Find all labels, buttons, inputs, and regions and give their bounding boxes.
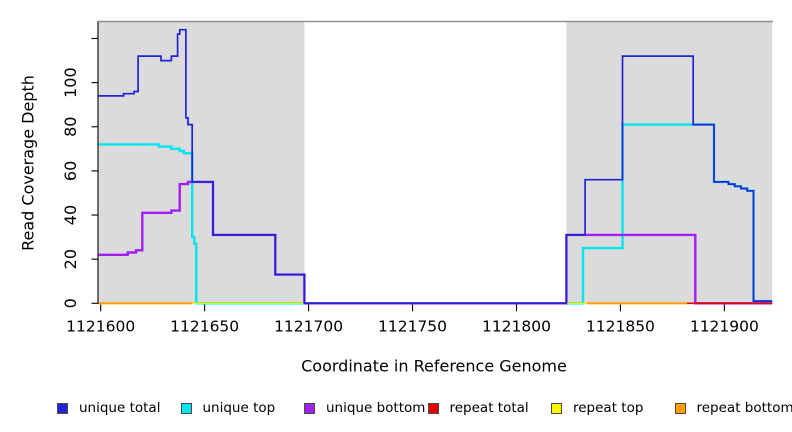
x-tick-label: 1121700 (274, 317, 343, 335)
legend-item-repeat-total: repeat total (427, 400, 552, 416)
y-tick-label: 40 (61, 205, 80, 225)
legend-item-unique-total: unique total (57, 400, 181, 416)
y-tick-label: 80 (61, 117, 80, 137)
x-tick-label: 1121850 (586, 317, 655, 335)
legend-item-unique-bottom: unique bottom (304, 400, 428, 416)
shaded-region (566, 21, 773, 304)
legend-item-unique-top: unique top (180, 400, 305, 416)
x-tick-label: 1121600 (66, 317, 135, 335)
series-unique-total (98, 28, 773, 305)
legend: unique total unique top unique bottom repea… (57, 400, 792, 416)
legend-label-repeat-top: repeat top (573, 400, 644, 416)
x-tick-label: 1121750 (378, 317, 447, 335)
y-tick-label: 0 (61, 298, 80, 308)
x-tick-label: 1121650 (170, 317, 239, 335)
y-tick-label: 60 (61, 161, 80, 181)
x-tick-label: 1121800 (482, 317, 551, 335)
x-axis-title: Coordinate in Reference Genome (301, 356, 567, 376)
legend-swatch-repeat-top (551, 402, 562, 414)
legend-item-repeat-bottom: repeat bottom (674, 400, 792, 416)
legend-swatch-unique-total (57, 402, 68, 414)
legend-swatch-repeat-total (427, 402, 439, 414)
legend-label-repeat-bottom: repeat bottom (696, 400, 792, 416)
y-tick-label: 100 (61, 67, 80, 98)
x-tick-label: 1121900 (690, 317, 759, 335)
legend-item-repeat-top: repeat top (551, 400, 675, 416)
legend-swatch-unique-bottom (304, 402, 315, 414)
legend-swatch-unique-top (180, 402, 192, 414)
legend-label-unique-bottom: unique bottom (326, 400, 426, 416)
shaded-region (98, 21, 305, 304)
legend-label-unique-top: unique top (202, 400, 276, 416)
legend-swatch-repeat-bottom (674, 402, 686, 414)
legend-label-repeat-total: repeat total (449, 400, 529, 416)
legend-label-unique-total: unique total (79, 400, 161, 416)
y-axis-title: Read Coverage Depth (18, 75, 38, 251)
y-tick-label: 20 (61, 249, 80, 269)
